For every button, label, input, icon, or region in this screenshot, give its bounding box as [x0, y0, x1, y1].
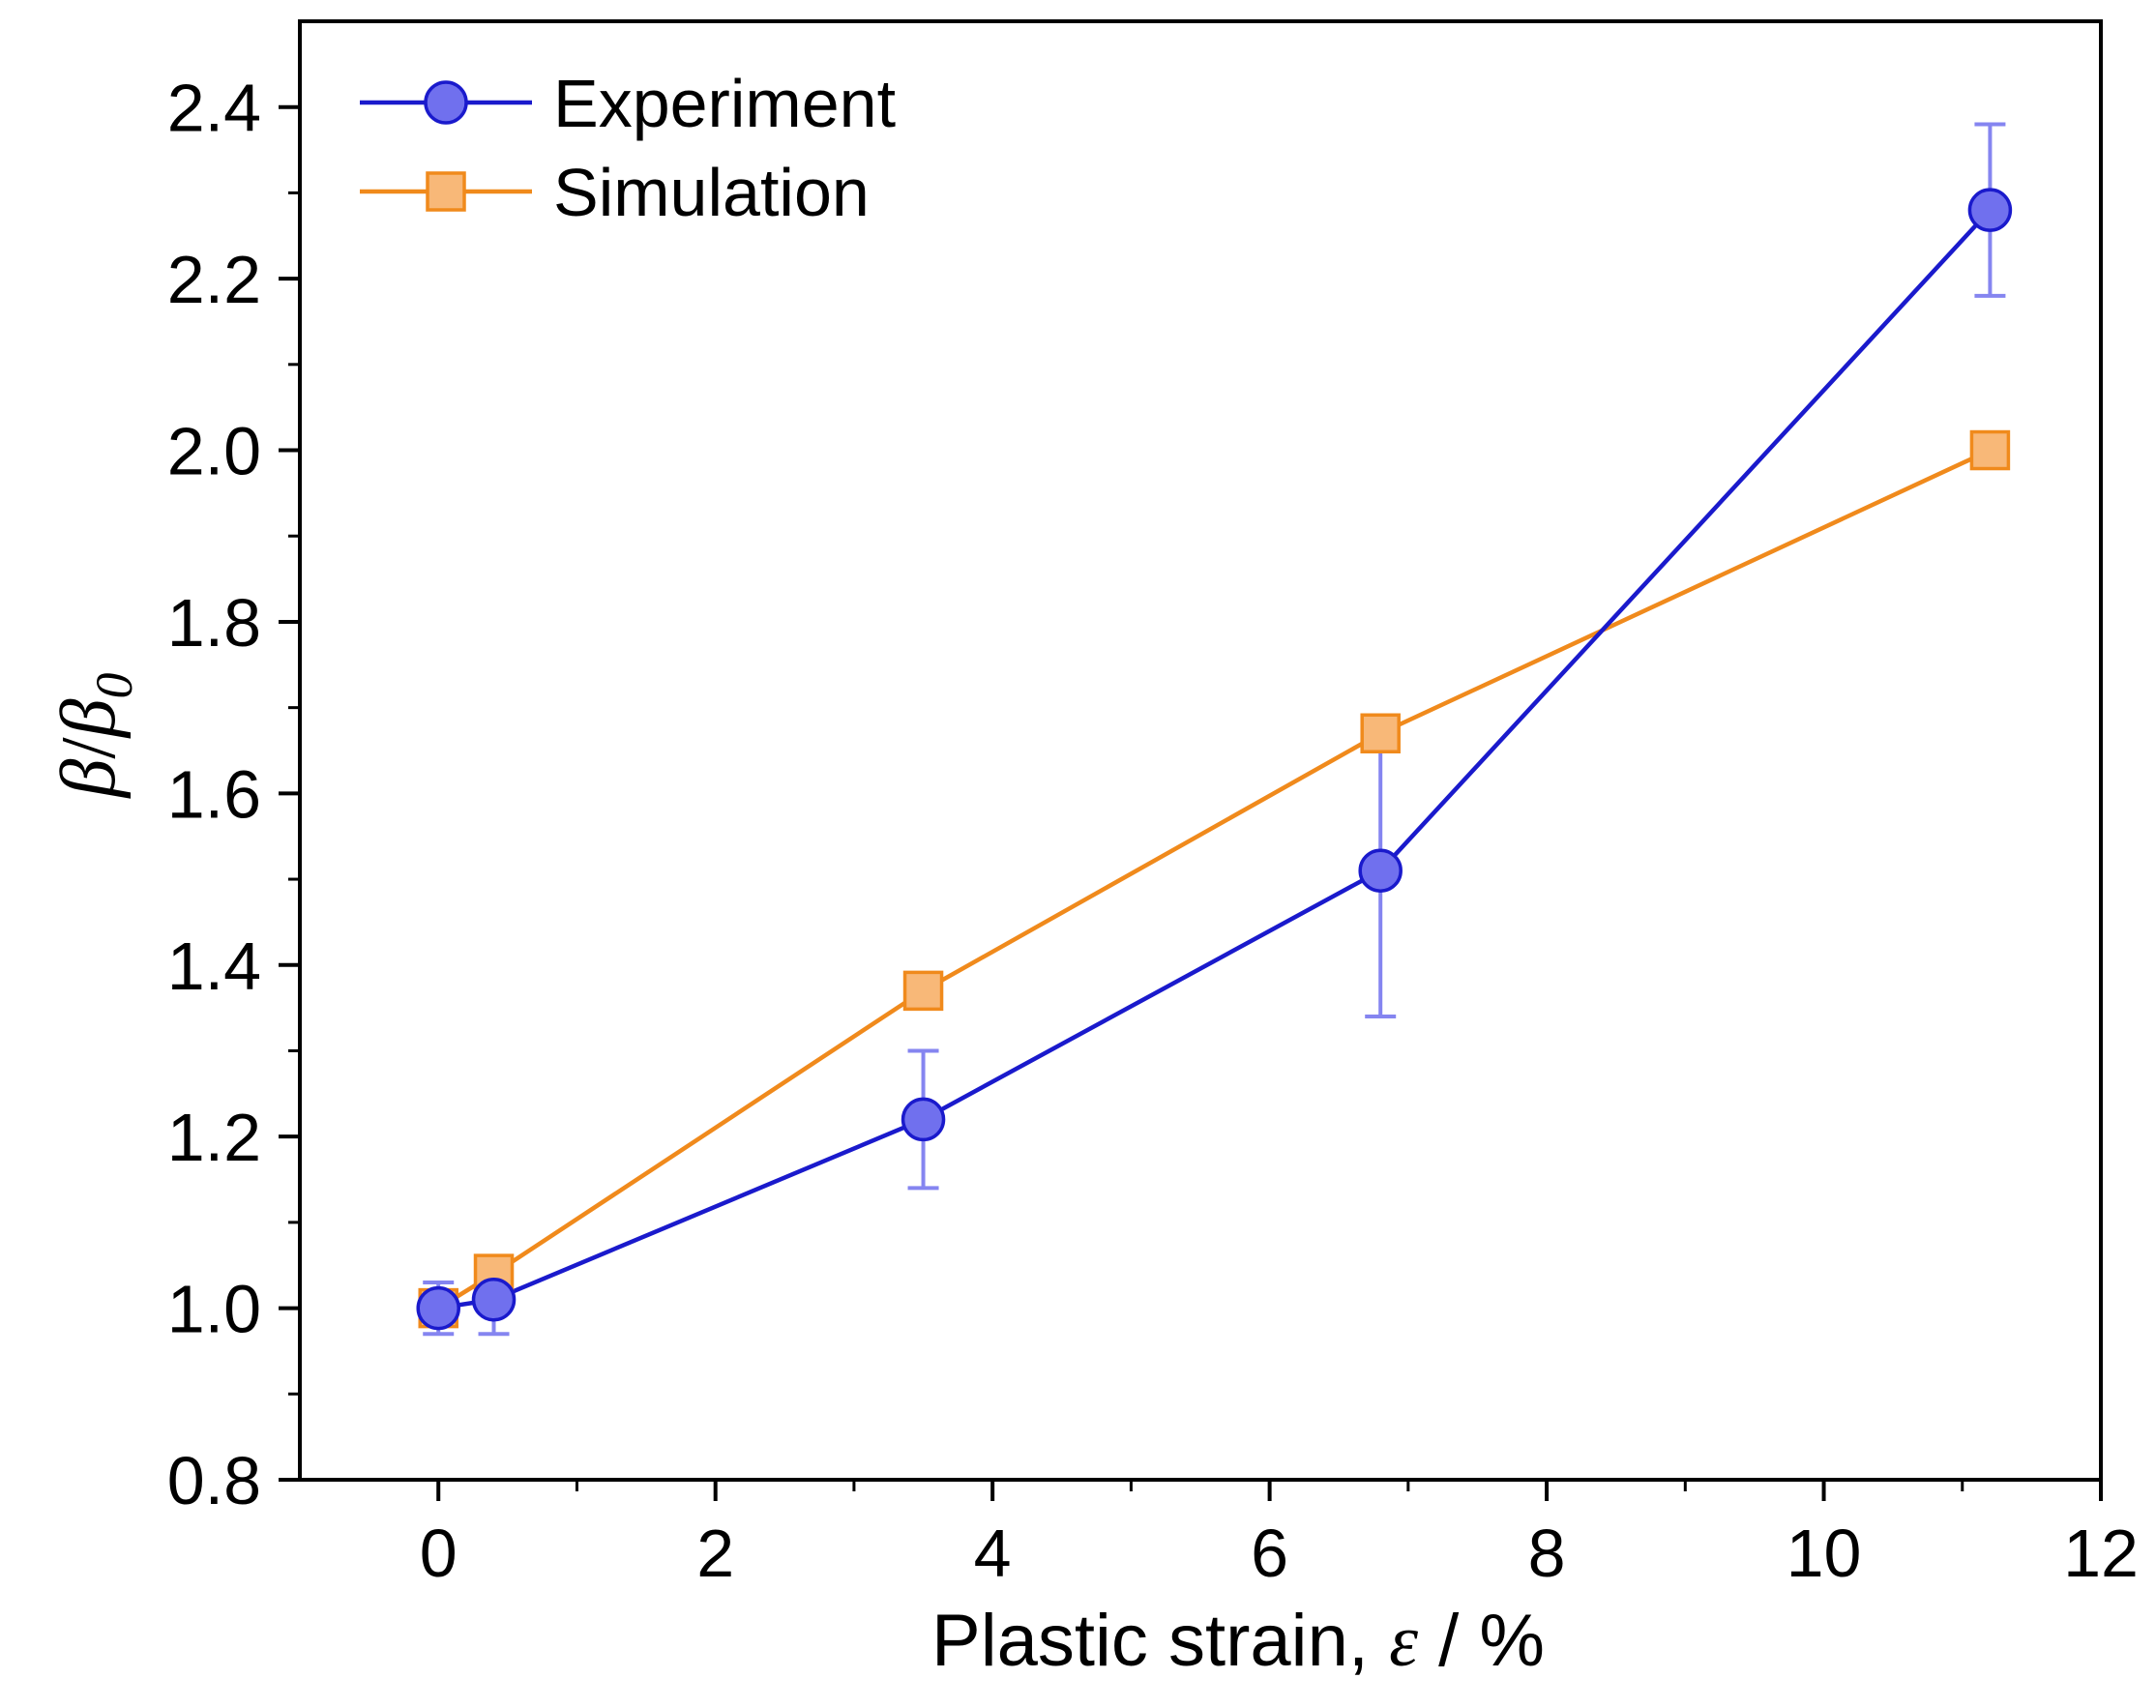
x-tick-label: 0 — [420, 1516, 458, 1591]
legend-label: Experiment — [553, 66, 896, 141]
error-bars — [423, 122, 2006, 1337]
x-axis-label: Plastic strain, ε / % — [931, 1600, 1545, 1682]
experiment-point — [1967, 188, 2013, 232]
y-tick-label: 1.0 — [167, 1272, 261, 1347]
legend-entry-simulation: Simulation — [360, 155, 870, 230]
experiment-line — [437, 208, 1993, 1310]
y-tick-label: 2.2 — [167, 242, 261, 317]
series-markers — [416, 188, 2013, 1331]
axis-ticks — [279, 104, 2103, 1501]
x-tick-label: 12 — [2063, 1516, 2139, 1591]
simulation-line — [437, 448, 1992, 1310]
series-lines — [437, 208, 1993, 1310]
x-tick-label: 6 — [1251, 1516, 1288, 1591]
y-tick-label: 1.6 — [167, 756, 261, 832]
legend-label: Simulation — [553, 155, 870, 230]
x-tick-label: 10 — [1787, 1516, 1862, 1591]
y-tick-label: 0.8 — [167, 1443, 261, 1518]
y-tick-label: 1.2 — [167, 1100, 261, 1175]
simulation-point — [1360, 713, 1401, 754]
legend-marker-square — [426, 171, 466, 212]
x-tick-labels: 0 2 4 6 8 10 12 — [420, 1516, 2139, 1591]
y-axis-label: β/β0 — [46, 673, 143, 800]
x-tick-label: 2 — [696, 1516, 734, 1591]
simulation-point — [1969, 429, 2011, 471]
y-tick-label: 2.4 — [167, 71, 261, 146]
y-tick-label: 1.8 — [167, 585, 261, 661]
plot-frame — [298, 19, 2103, 1482]
y-tick-labels: 0.8 1.0 1.2 1.4 1.6 1.8 2.0 2.2 2.4 — [167, 71, 261, 1518]
x-axis-label-symbol: ε — [1389, 1601, 1418, 1682]
y-tick-label: 1.4 — [167, 928, 261, 1004]
simulation-point — [902, 970, 944, 1012]
experiment-point — [1358, 848, 1403, 893]
legend: Experiment Simulation — [360, 66, 896, 230]
experiment-point — [471, 1277, 517, 1322]
legend-marker-circle — [424, 80, 468, 125]
experiment-point — [901, 1097, 946, 1142]
legend-entry-experiment: Experiment — [360, 66, 896, 141]
experiment-point — [416, 1285, 460, 1331]
x-tick-label: 4 — [974, 1516, 1012, 1591]
y-tick-label: 2.0 — [167, 414, 261, 489]
x-tick-label: 8 — [1528, 1516, 1566, 1591]
